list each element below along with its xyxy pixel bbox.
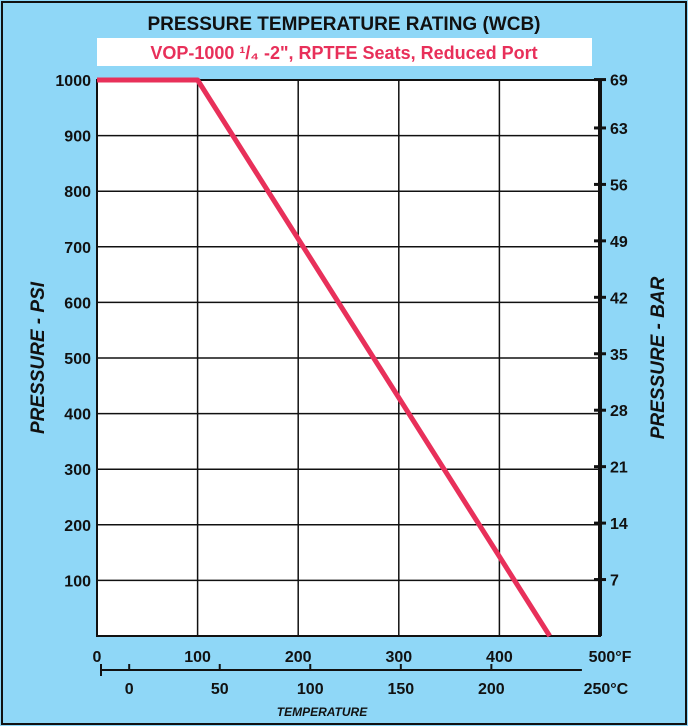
y-tick-label-psi: 900	[64, 129, 91, 146]
x-tick-label-fahrenheit: 300	[385, 649, 412, 666]
bar-tick-labels: 7 14 21 28 35 42 49 56 63 69	[594, 73, 628, 590]
x-tick-label-celsius: 200	[478, 681, 505, 698]
x-tick-label-fahrenheit: 0	[93, 649, 102, 666]
y-axis-label-bar: PRESSURE - BAR	[648, 276, 669, 439]
y-tick-label-psi: 800	[64, 184, 91, 201]
x-axis-label: TEMPERATURE	[277, 705, 368, 719]
x-tick-label-celsius: 250°C	[584, 681, 629, 698]
x-tick-label-fahrenheit: 200	[285, 649, 312, 666]
y-tick-label-bar: 14	[610, 516, 628, 533]
celsius-axis: 0 50 100 150 200 250°C	[100, 664, 629, 698]
chart-subtitle-box	[97, 38, 592, 66]
fahrenheit-tick-labels: 0 100 200 300 400 500°F	[93, 649, 632, 666]
chart-subtitle: VOP-1000 ¹/₄ -2", RPTFE Seats, Reduced P…	[150, 43, 537, 63]
y-tick-label-bar: 28	[610, 403, 628, 420]
y-tick-label-psi: 400	[64, 407, 91, 424]
y-tick-label-psi: 700	[64, 240, 91, 257]
y-tick-label-bar: 63	[610, 121, 628, 138]
y-tick-label-bar: 21	[610, 460, 628, 477]
y-tick-label-bar: 42	[610, 290, 628, 307]
y-tick-label-bar: 49	[610, 234, 628, 251]
x-tick-label-fahrenheit: 500°F	[589, 649, 632, 666]
chart-title: PRESSURE TEMPERATURE RATING (WCB)	[147, 14, 540, 35]
x-tick-label-fahrenheit: 400	[486, 649, 513, 666]
psi-tick-labels: 100 200 300 400 500 600 700 800 900 1000	[55, 73, 91, 590]
y-tick-label-psi: 100	[64, 573, 91, 590]
series-line	[97, 77, 552, 638]
series-group	[97, 77, 552, 638]
y-tick-label-psi: 200	[64, 518, 91, 535]
y-tick-label-bar: 56	[610, 177, 628, 194]
y-tick-label-bar: 7	[610, 573, 619, 590]
y-axis-label-psi: PRESSURE - PSI	[28, 281, 49, 434]
x-tick-label-celsius: 50	[211, 681, 229, 698]
y-tick-label-psi: 300	[64, 462, 91, 479]
x-tick-label-fahrenheit: 100	[184, 649, 211, 666]
x-tick-label-celsius: 100	[297, 681, 324, 698]
y-tick-label-psi: 1000	[55, 73, 91, 90]
y-tick-label-psi: 500	[64, 351, 91, 368]
x-tick-label-celsius: 150	[387, 681, 414, 698]
x-tick-label-celsius: 0	[125, 681, 134, 698]
y-tick-label-bar: 69	[610, 73, 628, 90]
y-tick-label-bar: 35	[610, 347, 628, 364]
y-tick-label-psi: 600	[64, 295, 91, 312]
